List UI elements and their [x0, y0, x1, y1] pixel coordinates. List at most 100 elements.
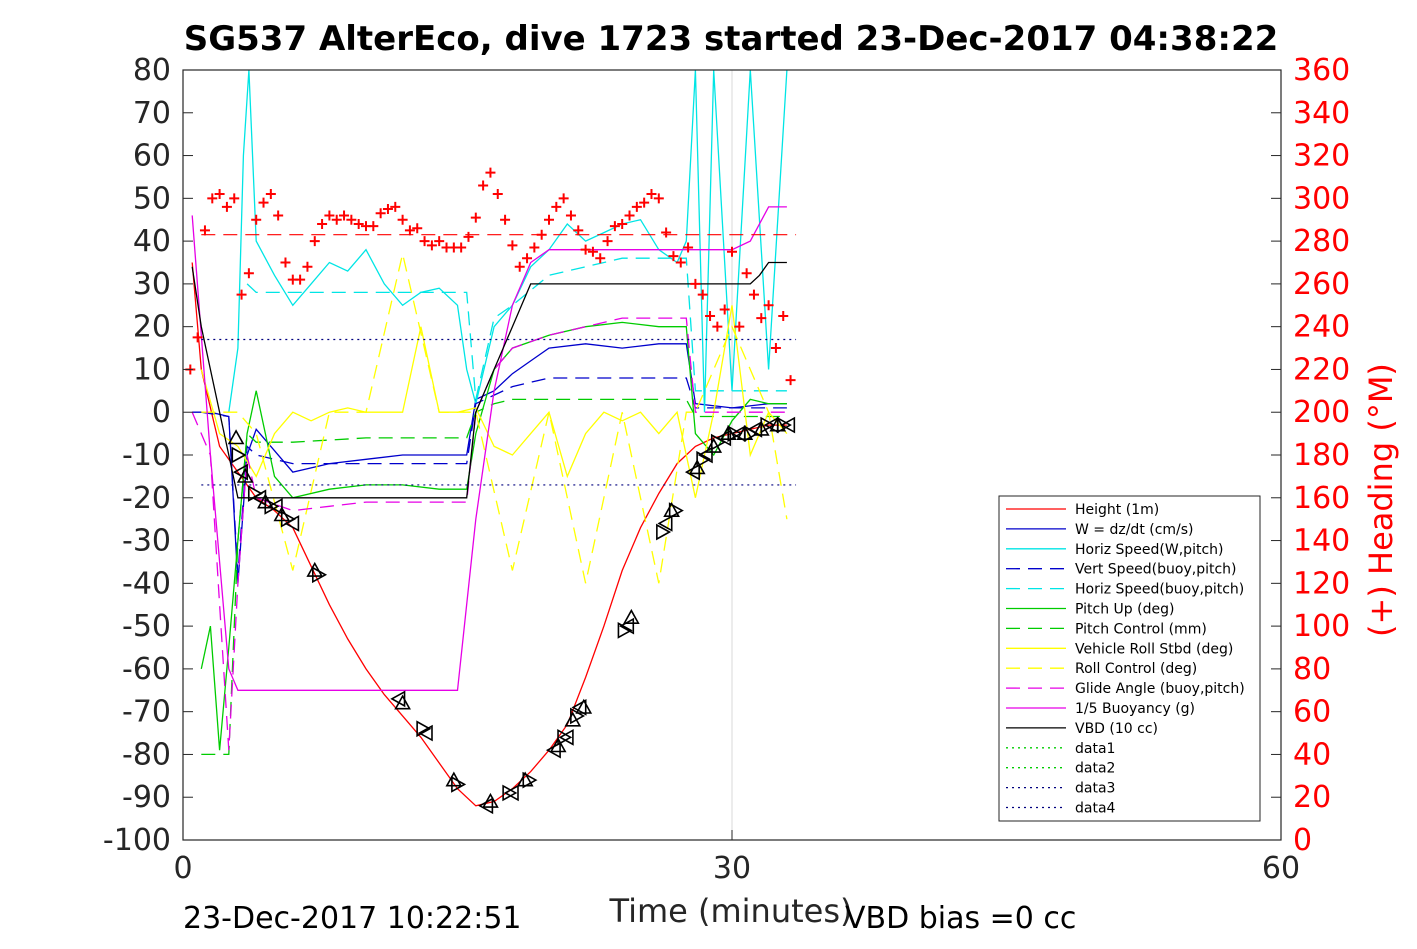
depth-marker	[445, 771, 463, 787]
heading-point	[609, 221, 620, 232]
heading-point	[339, 210, 350, 221]
depth-marker	[617, 622, 633, 639]
right-tick-label: 0	[1293, 823, 1312, 858]
legend-label: Horiz Speed(buoy,pitch)	[1075, 582, 1244, 598]
heading-point	[544, 214, 554, 225]
left-axis-ticks: 80 70 60 50 40 30 20 10 0 -10 -20 -30 -40 -50 -60 -70 -8…	[103, 53, 193, 858]
left-tick-label: -20	[122, 481, 171, 516]
depth-marker	[656, 523, 672, 541]
heading-point	[280, 257, 291, 268]
legend-label: data4	[1075, 801, 1116, 817]
depth-marker	[557, 728, 573, 746]
left-tick-label: 60	[133, 139, 171, 174]
left-tick-label: 0	[152, 395, 171, 430]
left-tick-label: -10	[122, 438, 171, 473]
heading-point	[536, 229, 547, 240]
heading-point	[258, 197, 269, 208]
right-tick-label: 180	[1293, 438, 1350, 473]
legend: Height (1m) W = dz/dt (cm/s) Horiz Speed(W…	[998, 495, 1261, 822]
heading-point	[529, 242, 540, 253]
heading-point	[522, 253, 533, 264]
heading-point	[463, 231, 474, 242]
left-tick-label: 40	[133, 224, 171, 259]
legend-label: Pitch Control (mm)	[1075, 621, 1207, 637]
heading-point	[573, 225, 584, 236]
heading-point	[697, 289, 708, 300]
heading-point	[265, 189, 276, 200]
depth-marker	[503, 784, 519, 802]
heading-points	[185, 167, 796, 386]
chart-title: SG537 AlterEco, dive 1723 started 23-Dec…	[184, 19, 1279, 59]
heading-point	[587, 246, 598, 257]
depth-marker	[394, 694, 411, 710]
heading-point	[500, 214, 511, 225]
left-tick-label: -70	[122, 695, 171, 730]
right-tick-label: 300	[1293, 181, 1350, 216]
heading-point	[243, 268, 254, 279]
right-tick-label: 200	[1293, 395, 1350, 430]
heading-point	[324, 210, 335, 221]
heading-point	[331, 214, 342, 225]
heading-point	[558, 193, 569, 204]
right-tick-label: 120	[1293, 566, 1350, 601]
heading-point	[397, 214, 408, 225]
heading-point	[683, 242, 694, 253]
depth-marker	[760, 416, 776, 434]
heading-point	[404, 225, 415, 236]
depth-markers	[227, 416, 796, 815]
depth-marker	[776, 416, 792, 434]
series-line-9	[191, 317, 787, 751]
right-tick-label: 260	[1293, 267, 1350, 302]
depth-marker	[727, 425, 743, 442]
heading-point	[763, 300, 774, 311]
left-tick-label: -60	[122, 652, 171, 687]
heading-point	[661, 227, 672, 238]
heading-point	[309, 236, 320, 247]
left-tick-label: -50	[122, 609, 171, 644]
x-tick-label: 0	[173, 851, 192, 886]
depth-marker	[251, 489, 267, 507]
legend-box	[998, 495, 1261, 822]
x-axis-ticks: 0 30 60	[173, 830, 1300, 886]
series-line-11	[191, 261, 787, 499]
series-line-4	[246, 257, 787, 400]
depth-marker	[417, 724, 433, 742]
heading-point	[412, 223, 423, 234]
heading-point	[602, 236, 613, 247]
right-tick-label: 80	[1293, 652, 1331, 687]
heading-point	[668, 251, 679, 262]
heading-point	[675, 257, 686, 268]
heading-point	[236, 289, 247, 300]
heading-point	[295, 274, 306, 285]
left-tick-label: 20	[133, 310, 171, 345]
legend-label: Pitch Up (deg)	[1075, 602, 1174, 618]
depth-marker	[752, 420, 770, 436]
depth-marker	[482, 792, 499, 808]
heading-point	[653, 193, 664, 204]
heading-point	[485, 167, 496, 178]
series-line-6	[201, 398, 787, 756]
right-tick-label: 220	[1293, 352, 1350, 387]
heading-point	[273, 210, 284, 221]
left-tick-label: 70	[133, 96, 171, 131]
heading-point	[565, 210, 576, 221]
right-tick-label: 160	[1293, 481, 1350, 516]
depth-marker	[502, 784, 518, 802]
left-tick-label: 10	[133, 352, 171, 387]
right-tick-label: 340	[1293, 96, 1350, 131]
left-tick-label: -100	[103, 823, 171, 858]
depth-marker	[571, 699, 587, 716]
depth-marker	[697, 446, 713, 464]
series-line-8	[201, 253, 788, 584]
depth-marker	[227, 429, 245, 445]
heading-point	[712, 321, 723, 332]
right-tick-label: 280	[1293, 224, 1350, 259]
footer-vbd-bias: VBD bias =0 cc	[845, 901, 1076, 936]
heading-point	[748, 289, 759, 300]
heading-point	[192, 332, 203, 343]
heading-point	[631, 201, 642, 212]
depth-marker	[451, 776, 467, 793]
heading-point	[617, 219, 628, 229]
legend-label: Height (1m)	[1075, 502, 1159, 518]
